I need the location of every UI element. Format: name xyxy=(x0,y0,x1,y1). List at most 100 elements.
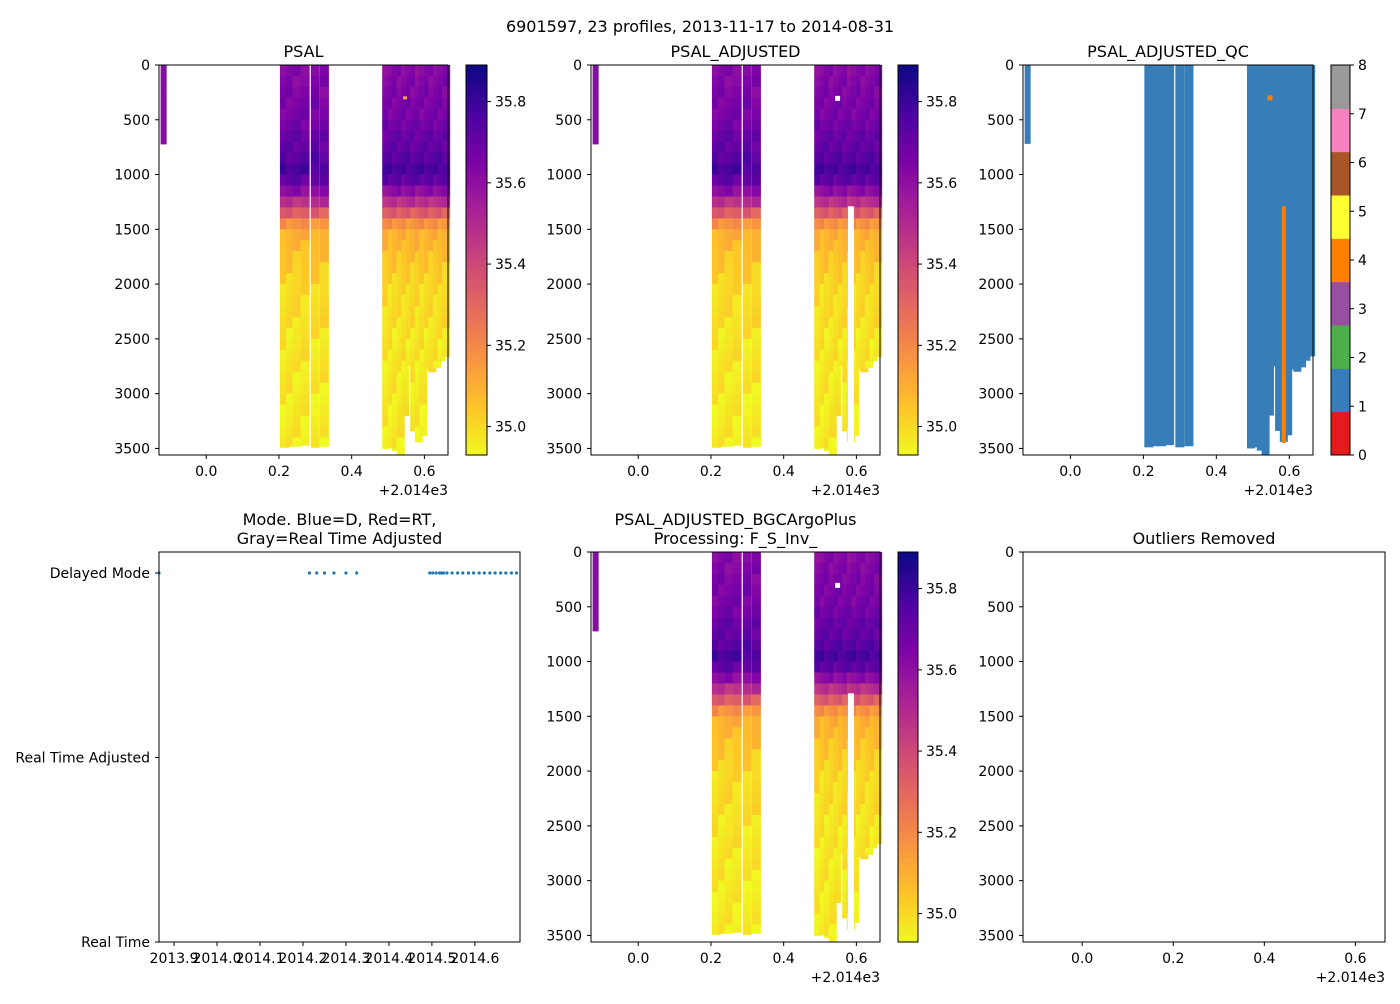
heatmap-cell xyxy=(419,174,428,187)
qc-flag-4-segment xyxy=(1281,206,1286,443)
heatmap-cell xyxy=(751,426,761,438)
heatmap-cell xyxy=(732,562,742,575)
qc-profile-column xyxy=(1157,65,1167,447)
heatmap-cell xyxy=(711,229,721,241)
heatmap-cell xyxy=(874,284,883,296)
x-tick-label: 2013.9 xyxy=(150,951,199,967)
heatmap-cell xyxy=(405,306,414,318)
heatmap-cells xyxy=(160,65,451,456)
heatmap-cell xyxy=(846,163,855,176)
heatmap-cell xyxy=(865,338,874,351)
heatmap-cell xyxy=(401,229,410,241)
heatmap-cell xyxy=(869,573,878,586)
heatmap-cell xyxy=(732,437,742,446)
y-tick-label: 3000 xyxy=(978,874,1014,890)
heatmap-cell xyxy=(814,130,823,143)
heatmap-cell xyxy=(874,240,883,252)
heatmap-cell xyxy=(319,382,329,395)
heatmap-cell xyxy=(751,584,761,597)
heatmap-cell xyxy=(718,284,728,296)
x-tick-label: 0.6 xyxy=(845,951,867,967)
heatmap-cell xyxy=(833,803,842,816)
heatmap-cell xyxy=(869,295,878,307)
heatmap-cell xyxy=(837,573,846,586)
heatmap-cell xyxy=(392,163,401,176)
heatmap-cell xyxy=(842,814,851,827)
heatmap-cell xyxy=(869,306,878,318)
heatmap-cell xyxy=(824,163,833,176)
heatmap-cell xyxy=(846,196,855,208)
heatmap-cell xyxy=(819,295,828,307)
heatmap-cell xyxy=(828,97,837,110)
heatmap-cell xyxy=(828,437,837,449)
heatmap-cell xyxy=(718,141,728,154)
heatmap-cell xyxy=(711,393,721,406)
colorbar-segment xyxy=(898,416,918,424)
heatmap-cell xyxy=(828,628,837,641)
heatmap-cell xyxy=(824,251,833,263)
heatmap-cell xyxy=(300,152,310,165)
heatmap-cell xyxy=(310,426,320,438)
colorbar-segment xyxy=(898,597,918,605)
heatmap-cell xyxy=(842,218,851,230)
heatmap-cell xyxy=(824,174,833,187)
y-tick-label: 1500 xyxy=(978,222,1014,238)
heatmap-cell xyxy=(856,349,865,362)
heatmap-cell xyxy=(410,65,419,77)
colorbar-segment xyxy=(898,799,918,807)
mode-point xyxy=(482,571,486,575)
heatmap-cell xyxy=(824,650,833,663)
heatmap-cell xyxy=(865,793,874,805)
heatmap-cell xyxy=(718,913,728,925)
heatmap-cell xyxy=(319,393,329,406)
heatmap-cell xyxy=(751,108,761,121)
heatmap-cell xyxy=(833,196,842,208)
heatmap-cell xyxy=(732,584,742,597)
heatmap-cell xyxy=(833,584,842,597)
colorbar-tick-label: 35.6 xyxy=(495,176,526,192)
heatmap-cell xyxy=(819,360,828,373)
heatmap-cell xyxy=(279,371,289,384)
heatmap-cell xyxy=(846,141,855,154)
heatmap-cell xyxy=(286,437,296,447)
heatmap-cell xyxy=(718,661,728,674)
heatmap-cell xyxy=(860,306,869,318)
heatmap-cell xyxy=(724,891,734,904)
heatmap-cell xyxy=(874,639,883,652)
heatmap-cell xyxy=(292,75,302,88)
heatmap-cell xyxy=(851,617,860,630)
heatmap-cell xyxy=(319,404,329,417)
heatmap-cell xyxy=(387,218,396,230)
heatmap-cell xyxy=(310,306,320,318)
heatmap-cell xyxy=(405,108,414,121)
heatmap-cell xyxy=(742,316,752,329)
heatmap-cell xyxy=(442,251,451,263)
heatmap-cell xyxy=(833,382,842,395)
heatmap-cell xyxy=(711,584,721,597)
heatmap-cell xyxy=(819,229,828,241)
heatmap-cell xyxy=(414,371,423,384)
heatmap-cell xyxy=(724,382,734,395)
heatmap-cell xyxy=(414,119,423,132)
heatmap-cell xyxy=(414,284,423,296)
heatmap-cell xyxy=(819,661,828,674)
heatmap-cell xyxy=(279,273,289,285)
heatmap-cell xyxy=(711,163,721,176)
heatmap-cell xyxy=(751,869,761,882)
colorbar-segment xyxy=(466,149,487,157)
heatmap-cell xyxy=(387,163,396,176)
heatmap-cell xyxy=(828,694,837,706)
heatmap-cell xyxy=(405,284,414,296)
colorbar-segment xyxy=(898,864,918,872)
colorbar-tick-label: 35.4 xyxy=(926,744,957,760)
heatmap-cell xyxy=(405,349,414,362)
heatmap-cell xyxy=(751,694,761,706)
heatmap-cell xyxy=(742,119,752,132)
heatmap-cell xyxy=(279,108,289,121)
heatmap-cell xyxy=(860,196,869,208)
heatmap-cell xyxy=(819,327,828,340)
heatmap-cell xyxy=(874,349,883,357)
heatmap-cell xyxy=(419,349,428,362)
heatmap-cell xyxy=(442,207,451,219)
heatmap-cell xyxy=(860,639,869,652)
